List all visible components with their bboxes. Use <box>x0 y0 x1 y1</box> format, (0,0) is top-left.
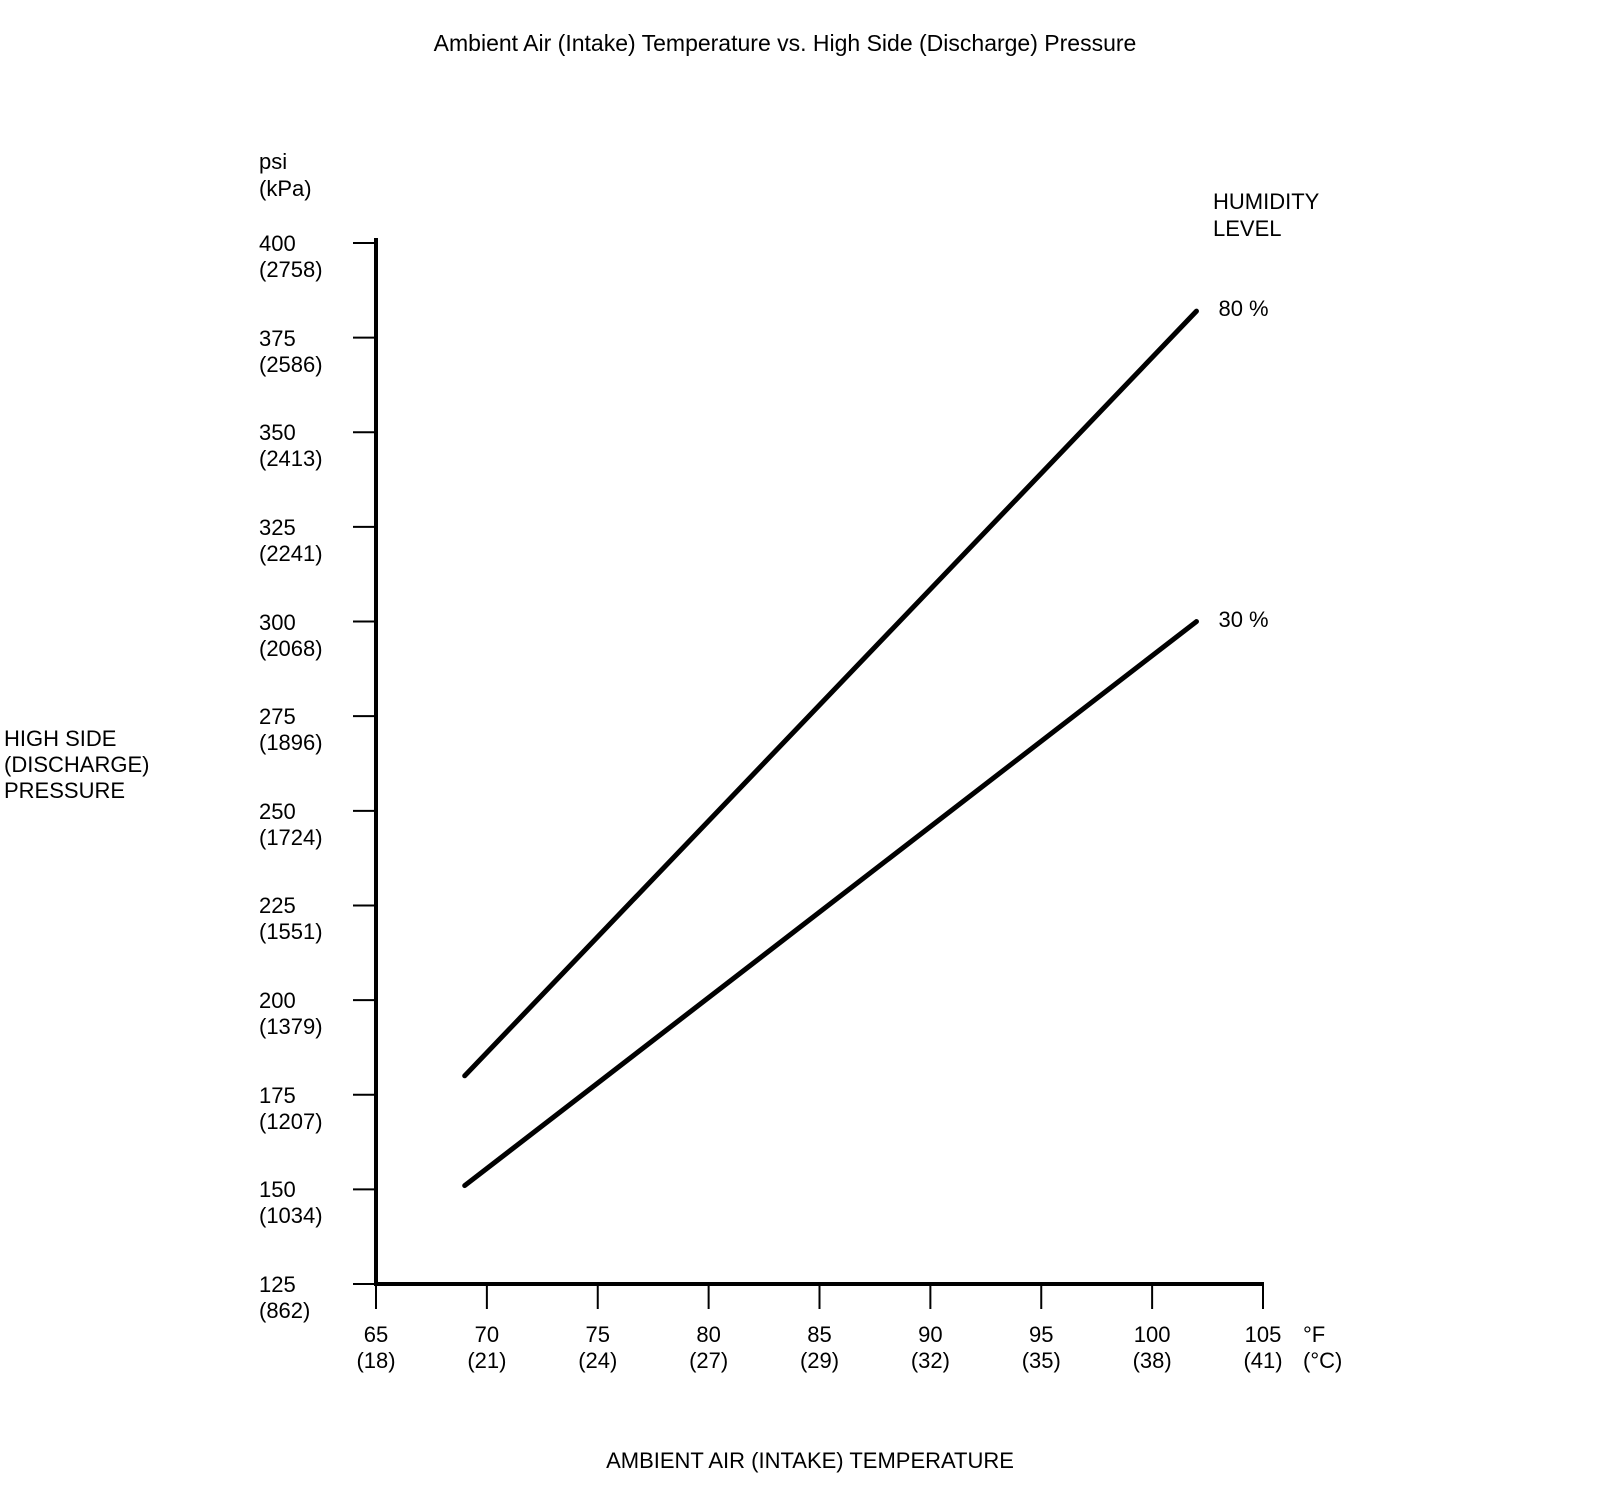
y-tick-label: 375 (2586) <box>259 325 323 377</box>
series-label: 80 % <box>1218 296 1269 322</box>
x-tick-label: 65 (18) <box>356 1322 396 1373</box>
chart-title: Ambient Air (Intake) Temperature vs. Hig… <box>433 30 1137 56</box>
y-tick-label: 200 (1379) <box>259 988 323 1040</box>
y-tick-label: 225 (1551) <box>259 893 323 945</box>
series-line-30pct <box>462 619 1199 1189</box>
y-tick-label: 325 (2241) <box>259 514 323 566</box>
series-line-80pct <box>462 308 1199 1079</box>
y-tick-label: 350 (2413) <box>259 420 323 472</box>
x-tick-label: 85 (29) <box>799 1322 840 1373</box>
y-axis-title: HIGH SIDE (DISCHARGE) PRESSURE <box>4 726 150 803</box>
y-tick-label: 400 (2758) <box>259 231 323 282</box>
x-tick-label: 90 (32) <box>910 1322 950 1373</box>
y-tick-label: 150 (1034) <box>259 1177 323 1229</box>
x-tick-label: 105 (41) <box>1243 1322 1283 1373</box>
x-tick-label: 100 (38) <box>1132 1322 1172 1373</box>
y-tick-label: 275 (1896) <box>259 704 323 756</box>
x-tick-label: 75 (24) <box>578 1322 618 1373</box>
y-tick-label: 175 (1207) <box>259 1082 323 1134</box>
y-tick-label: 300 (2068) <box>259 609 323 661</box>
legend-title: HUMIDITY LEVEL <box>1213 189 1320 241</box>
y-axis-unit-label: psi (kPa) <box>259 149 312 201</box>
series-label: 30 % <box>1218 606 1269 632</box>
x-axis-unit-label: °F (°C) <box>1303 1322 1343 1373</box>
x-tick-label: 80 (27) <box>689 1322 729 1373</box>
y-tick-label: 250 (1724) <box>259 798 323 850</box>
y-tick-label: 125 (862) <box>259 1272 311 1323</box>
x-axis-title: AMBIENT AIR (INTAKE) TEMPERATURE <box>606 1448 1014 1473</box>
x-tick-label: 95 (35) <box>1021 1322 1061 1373</box>
x-tick-label: 70 (21) <box>467 1322 507 1373</box>
